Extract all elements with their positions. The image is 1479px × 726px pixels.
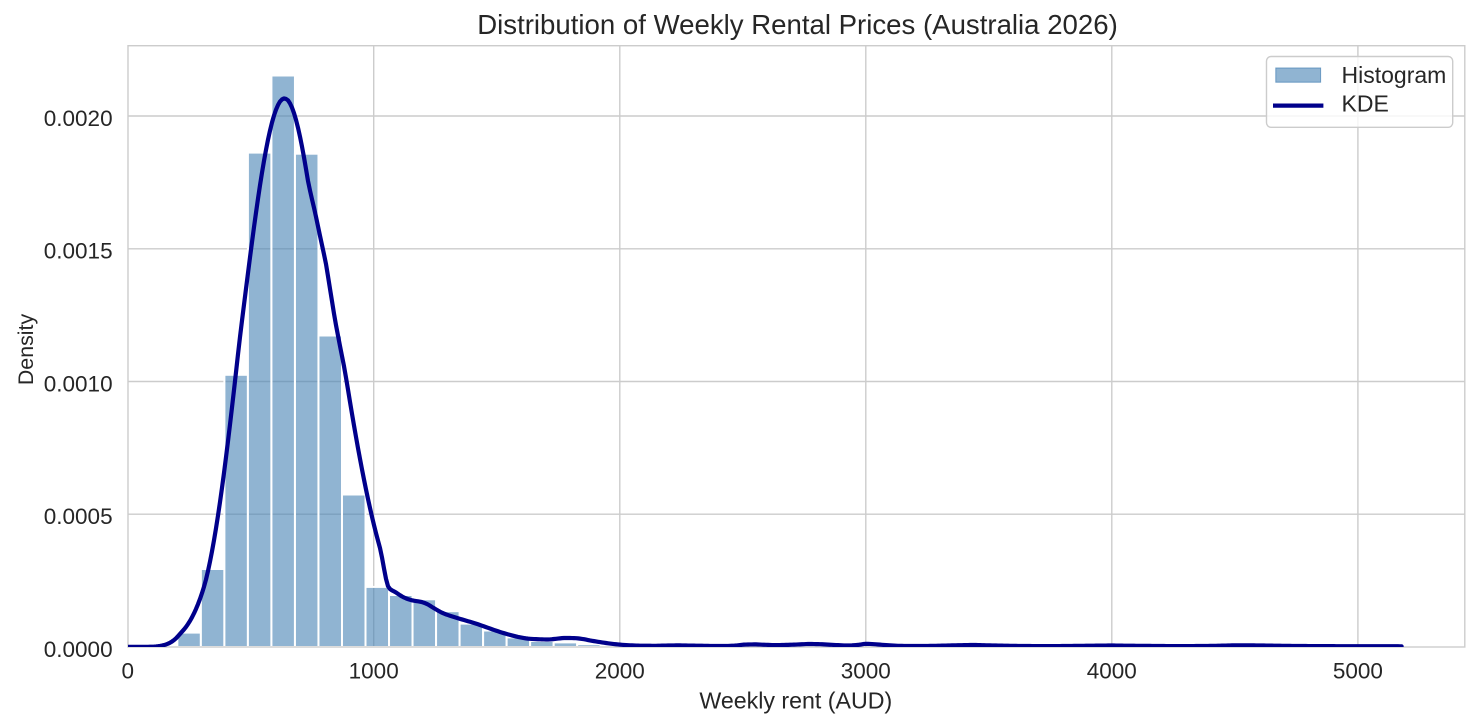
svg-text:0.0015: 0.0015: [44, 239, 113, 264]
svg-text:Histogram: Histogram: [1342, 62, 1447, 88]
svg-text:3000: 3000: [841, 659, 891, 684]
svg-text:Distribution of Weekly Rental: Distribution of Weekly Rental Prices (Au…: [477, 9, 1118, 40]
svg-text:Density: Density: [14, 314, 38, 386]
svg-text:4000: 4000: [1087, 659, 1137, 684]
svg-text:0.0020: 0.0020: [44, 106, 113, 131]
svg-text:Weekly rent (AUD): Weekly rent (AUD): [699, 687, 892, 713]
svg-text:0.0005: 0.0005: [44, 504, 113, 529]
svg-text:1000: 1000: [349, 659, 399, 684]
svg-text:5000: 5000: [1333, 659, 1383, 684]
svg-text:0.0000: 0.0000: [44, 637, 113, 662]
svg-text:KDE: KDE: [1342, 90, 1389, 116]
svg-text:2000: 2000: [595, 659, 645, 684]
svg-text:0: 0: [121, 659, 134, 684]
svg-text:0.0010: 0.0010: [44, 371, 113, 396]
